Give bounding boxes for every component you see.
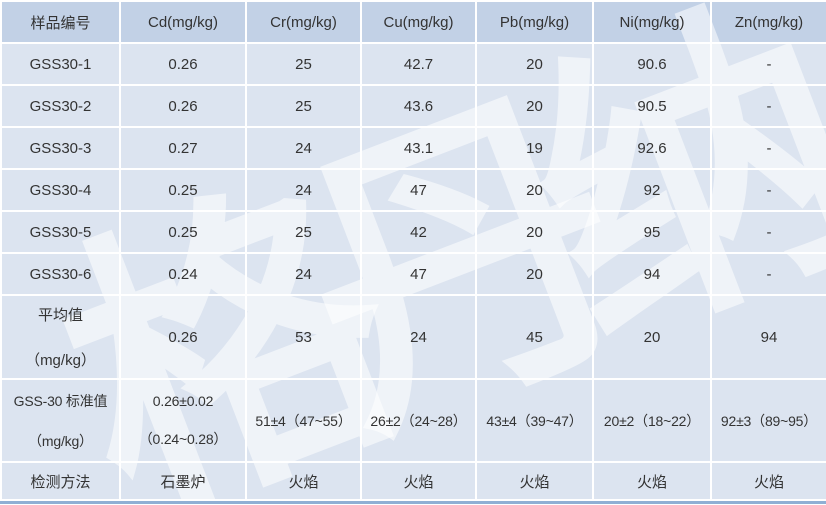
value-cell: 26±2（24~28） — [360, 378, 477, 463]
value-cell: 94 — [592, 252, 712, 296]
standard-value-row: GSS-30 标准值 （mg/kg） 0.26±0.02 （0.24~0.28）… — [0, 378, 826, 463]
sample-id-cell: GSS30-5 — [0, 210, 121, 254]
value-cell: 95 — [592, 210, 712, 254]
value-cell: 25 — [245, 210, 362, 254]
value-cell: 0.26 — [119, 84, 247, 128]
value-cell: 火焰 — [475, 461, 594, 501]
col-header-cr: Cr(mg/kg) — [245, 0, 362, 44]
col-header-zn: Zn(mg/kg) — [710, 0, 826, 44]
value-cell: 0.25 — [119, 210, 247, 254]
value-cell: 24 — [360, 294, 477, 380]
value-cell: - — [710, 210, 826, 254]
table-row: GSS30-3 0.27 24 43.1 19 92.6 - — [0, 126, 826, 170]
value-cell: 24 — [245, 168, 362, 212]
value-cell: 43±4（39~47） — [475, 378, 594, 463]
value-cell: 0.27 — [119, 126, 247, 170]
sample-id-cell: GSS30-3 — [0, 126, 121, 170]
value-cell: 51±4（47~55） — [245, 378, 362, 463]
value-cell: 45 — [475, 294, 594, 380]
value-cell: - — [710, 126, 826, 170]
col-header-cu: Cu(mg/kg) — [360, 0, 477, 44]
value-cell: - — [710, 168, 826, 212]
standard-label-cell: GSS-30 标准值 （mg/kg） — [0, 378, 121, 463]
value-cell: 47 — [360, 252, 477, 296]
value-cell: 20±2（18~22） — [592, 378, 712, 463]
value-cell: 90.6 — [592, 42, 712, 86]
average-row: 平均值 （mg/kg） 0.26 53 24 45 20 94 — [0, 294, 826, 380]
value-cell: 20 — [475, 84, 594, 128]
table-row: GSS30-6 0.24 24 47 20 94 - — [0, 252, 826, 296]
value-cell: 24 — [245, 126, 362, 170]
value-cell: 火焰 — [360, 461, 477, 501]
sample-id-cell: GSS30-4 — [0, 168, 121, 212]
method-row: 检测方法 石墨炉 火焰 火焰 火焰 火焰 火焰 — [0, 461, 826, 501]
value-cell: 42 — [360, 210, 477, 254]
table-row: GSS30-1 0.26 25 42.7 20 90.6 - — [0, 42, 826, 86]
value-cell: 20 — [475, 252, 594, 296]
value-cell: 90.5 — [592, 84, 712, 128]
value-cell: 19 — [475, 126, 594, 170]
value-cell: 火焰 — [592, 461, 712, 501]
value-cell: 20 — [592, 294, 712, 380]
col-header-ni: Ni(mg/kg) — [592, 0, 712, 44]
value-cell: 92 — [592, 168, 712, 212]
value-cell: 20 — [475, 168, 594, 212]
value-cell: 0.24 — [119, 252, 247, 296]
average-label-cell: 平均值 （mg/kg） — [0, 294, 121, 380]
value-cell: 43.6 — [360, 84, 477, 128]
value-cell: 20 — [475, 210, 594, 254]
value-cell: 0.25 — [119, 168, 247, 212]
sample-id-cell: GSS30-6 — [0, 252, 121, 296]
sample-id-cell: GSS30-1 — [0, 42, 121, 86]
value-cell: 47 — [360, 168, 477, 212]
sample-id-cell: GSS30-2 — [0, 84, 121, 128]
value-cell: 25 — [245, 42, 362, 86]
value-cell: 0.26 — [119, 294, 247, 380]
value-cell: 42.7 — [360, 42, 477, 86]
table-row: GSS30-4 0.25 24 47 20 92 - — [0, 168, 826, 212]
value-cell: 火焰 — [710, 461, 826, 501]
value-cell: 92.6 — [592, 126, 712, 170]
value-cell: 0.26 — [119, 42, 247, 86]
value-cell: - — [710, 42, 826, 86]
col-header-cd: Cd(mg/kg) — [119, 0, 247, 44]
value-cell: 25 — [245, 84, 362, 128]
value-cell: - — [710, 252, 826, 296]
value-cell: 94 — [710, 294, 826, 380]
col-header-pb: Pb(mg/kg) — [475, 0, 594, 44]
table-row: GSS30-2 0.26 25 43.6 20 90.5 - — [0, 84, 826, 128]
value-cell: 0.26±0.02 （0.24~0.28） — [119, 378, 247, 463]
value-cell: 火焰 — [245, 461, 362, 501]
value-cell: 53 — [245, 294, 362, 380]
value-cell: 24 — [245, 252, 362, 296]
value-cell: 92±3（89~95） — [710, 378, 826, 463]
col-header-sample-id: 样品编号 — [0, 0, 121, 44]
value-cell: 石墨炉 — [119, 461, 247, 501]
header-row: 样品编号 Cd(mg/kg) Cr(mg/kg) Cu(mg/kg) Pb(mg… — [0, 0, 826, 44]
value-cell: 20 — [475, 42, 594, 86]
value-cell: - — [710, 84, 826, 128]
value-cell: 43.1 — [360, 126, 477, 170]
table-row: GSS30-5 0.25 25 42 20 95 - — [0, 210, 826, 254]
method-label-cell: 检测方法 — [0, 461, 121, 501]
